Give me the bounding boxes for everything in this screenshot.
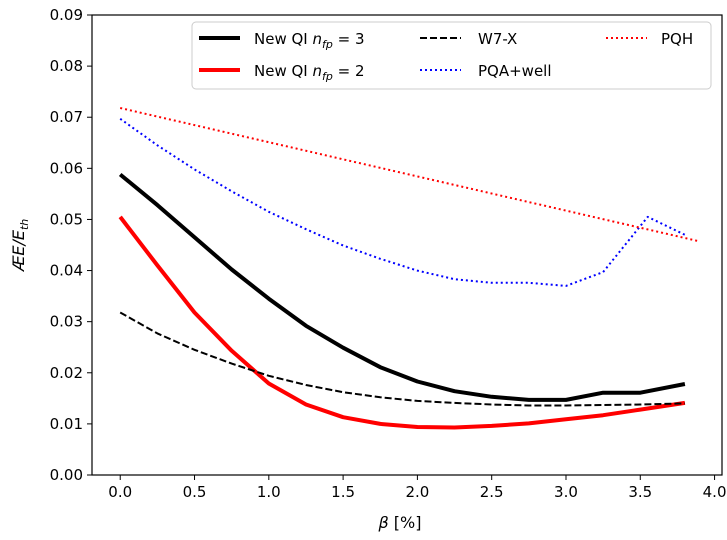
legend: New QI nfp = 3 New QI nfp = 2 W7-X PQA+w… [191, 21, 712, 90]
series-line-4 [119, 107, 700, 243]
y-tick-label: 0.08 [50, 57, 83, 75]
x-tick-label: 3.0 [554, 483, 578, 501]
y-tick-label: 0.00 [50, 466, 83, 484]
y-axis-label: ÆE/Eth [9, 219, 31, 273]
y-tick-label: 0.05 [50, 210, 83, 228]
legend-label-pqh: PQH [661, 30, 693, 48]
legend-label-pqa-well: PQA+well [478, 62, 552, 80]
legend-label-new-qi-nfp2: New QI nfp = 2 [254, 62, 365, 83]
ticks: 0.0 0.5 1.0 1.5 2.0 2.5 3.0 3.5 4.0 0.00 0.01 0.02 0… [50, 6, 727, 501]
x-tick-label: 1.5 [331, 483, 355, 501]
y-tick-label: 0.02 [50, 364, 83, 382]
series-lines [118, 107, 700, 430]
x-tick-label: 2.5 [480, 483, 504, 501]
x-tick-label: 4.0 [703, 483, 727, 501]
x-tick-label: 0.0 [108, 483, 132, 501]
x-tick-label: 0.5 [183, 483, 207, 501]
legend-label-w7x: W7-X [478, 30, 517, 48]
series-line-2 [119, 311, 685, 407]
legend-frame [191, 21, 712, 90]
legend-label-new-qi-nfp3: New QI nfp = 3 [254, 30, 365, 51]
y-tick-label: 0.06 [50, 159, 83, 177]
y-tick-label: 0.03 [50, 313, 83, 331]
y-tick-label: 0.01 [50, 415, 83, 433]
x-axis-label: β [%] [378, 513, 422, 532]
series-line-3 [119, 117, 686, 287]
plot-frame [91, 14, 723, 476]
y-tick-label: 0.04 [50, 262, 83, 280]
y-tick-label: 0.07 [50, 108, 83, 126]
axes [91, 14, 723, 476]
x-tick-label: 2.0 [405, 483, 429, 501]
x-tick-label: 1.0 [257, 483, 281, 501]
y-tick-label: 0.09 [50, 6, 83, 24]
series-line-0 [118, 172, 686, 402]
series-line-1 [118, 215, 686, 430]
x-tick-label: 3.5 [628, 483, 652, 501]
